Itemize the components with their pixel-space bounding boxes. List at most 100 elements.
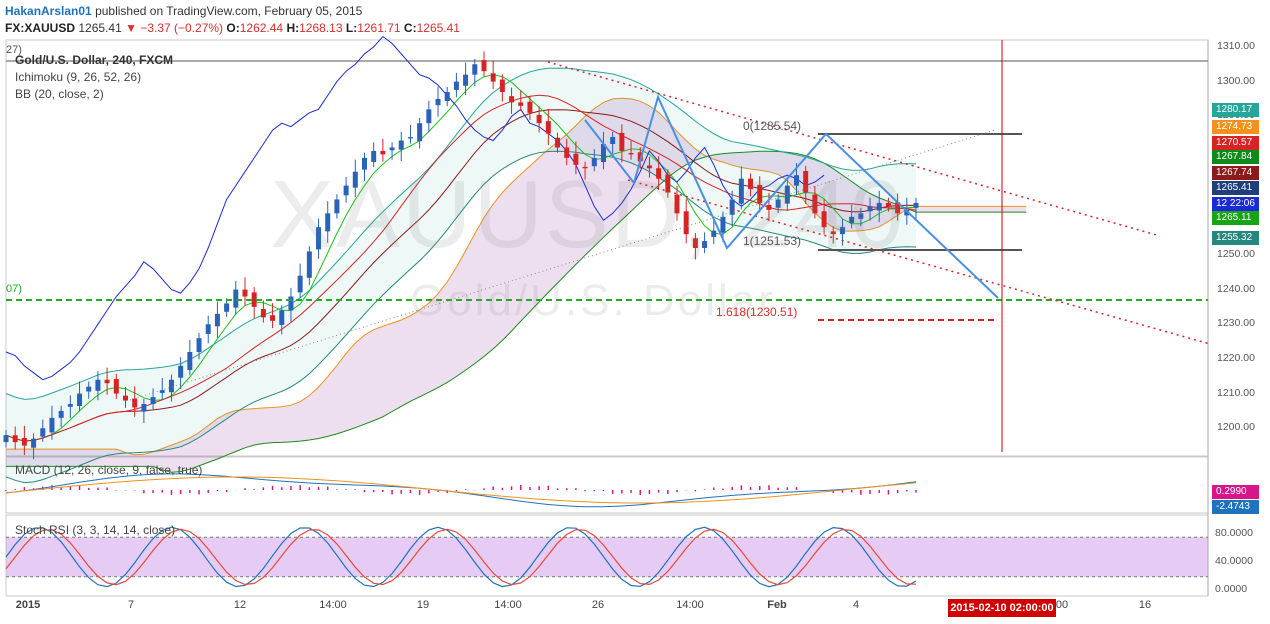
main-chart-title[interactable]: Gold/U.S. Dollar, 240, FXCM [15,53,174,67]
candle-body [490,73,496,82]
time-axis-label: 14:00 [494,599,522,611]
author-link[interactable]: HakanArslan01 [5,4,92,18]
candle-body [205,324,211,334]
candle-body [67,404,73,407]
candle-body [748,178,754,190]
candle-body [389,147,395,151]
price-change: ▼ −3.37 (−0.27%) [125,21,224,35]
published-text: published on TradingView.com, February 0… [95,4,363,18]
candle-body [31,438,37,448]
price-axis-label: 1220.00 [1217,351,1255,364]
candle-body [407,137,413,139]
candle-body [481,60,487,72]
candle-body [150,397,156,404]
stoch-axis-label: 80.0000 [1215,527,1253,539]
bb-legend[interactable]: BB (20, close, 2) [15,87,104,101]
candle-body [343,185,349,196]
candles-group [3,51,919,460]
candle-body [674,194,680,214]
candle-body [95,379,101,391]
open-value: 1262.44 [239,21,284,35]
macd-histogram-group [5,485,917,495]
price-axis-label: 1250.00 [1217,247,1255,260]
candle-body [545,121,551,134]
candle-body [683,211,689,235]
candle-body [738,178,744,204]
candle-body [168,379,174,393]
candle-body [564,147,570,158]
candle-body [637,152,643,162]
price-axis-label: 1230.00 [1217,317,1255,330]
price-tag: 1265.41 [1212,181,1259,195]
price-tag: 1270.57 [1212,136,1259,150]
candle-body [141,404,147,412]
candle-body [573,153,579,165]
candle-body [77,393,83,407]
watermark-symbol: XAUUSD, 240 [270,161,906,268]
candle-body [821,211,827,228]
candle-body [40,428,46,437]
candle-body [472,64,478,75]
time-axis-label: 00 [1055,599,1069,611]
candle-body [600,144,606,163]
ichimoku-legend[interactable]: Ichimoku (9, 26, 52, 26) [15,70,142,84]
candle-body [610,137,616,144]
candle-body [830,231,836,235]
stoch-k-line [5,526,917,588]
candle-body [794,175,800,186]
candle-body [619,132,625,151]
candle-body [86,386,92,392]
bb-upper-line [5,67,917,400]
high-key: H: [286,21,300,35]
candle-body [628,153,634,155]
candle-body [113,379,119,394]
candle-body [187,352,193,371]
low-key: L: [345,21,358,35]
chikou-line [5,35,825,381]
candle-body [591,157,597,167]
symbol-label[interactable]: FX:XAUUSD [5,21,76,35]
candle-body [509,96,515,103]
indicator-tag: 0.2990 [1212,485,1259,499]
close-value: 1265.41 [416,21,460,35]
time-axis-label: 2015 [15,599,41,611]
candle-body [766,205,772,210]
stoch-rsi-legend[interactable]: Stoch RSI (3, 3, 14, 14, close) [15,523,176,537]
price-tag: 1267.74 [1212,166,1259,180]
macd-legend[interactable]: MACD (12, 26, close, 9, false, true) [15,463,203,477]
candle-body [260,309,266,318]
price-axis-label: 1240.00 [1217,282,1255,295]
open-key: O: [226,21,240,35]
candle-body [233,289,239,308]
candle-body [913,202,919,208]
ichimoku-span-a-line [6,97,1027,456]
candle-body [757,184,763,203]
candle-body [196,338,202,352]
candle-body [646,165,652,169]
candle-body [380,150,386,155]
price-tag: 1265.11 [1212,211,1259,225]
candle-body [775,199,781,208]
candle-body [288,296,294,311]
candle-body [803,171,809,193]
candle-body [849,216,855,224]
bb-lower-line [5,150,917,484]
macd-line [5,473,917,508]
candle-body [251,292,257,307]
candle-body [3,435,9,443]
stoch-band [6,537,1208,577]
price-axis-label: 1200.00 [1217,421,1255,434]
candle-body [876,202,882,211]
price-axis-label: 1300.00 [1217,74,1255,87]
candle-body [334,199,340,214]
candle-body [122,395,128,401]
watermark-name: Gold/U.S. Dollar [410,276,776,325]
candle-body [426,109,432,124]
price-axis-label: 1310.00 [1217,39,1255,52]
edge-label-mid: 07) [6,283,22,295]
candle-body [518,102,524,106]
candle-body [444,92,450,102]
candle-body [885,202,891,207]
candle-body [729,199,735,215]
